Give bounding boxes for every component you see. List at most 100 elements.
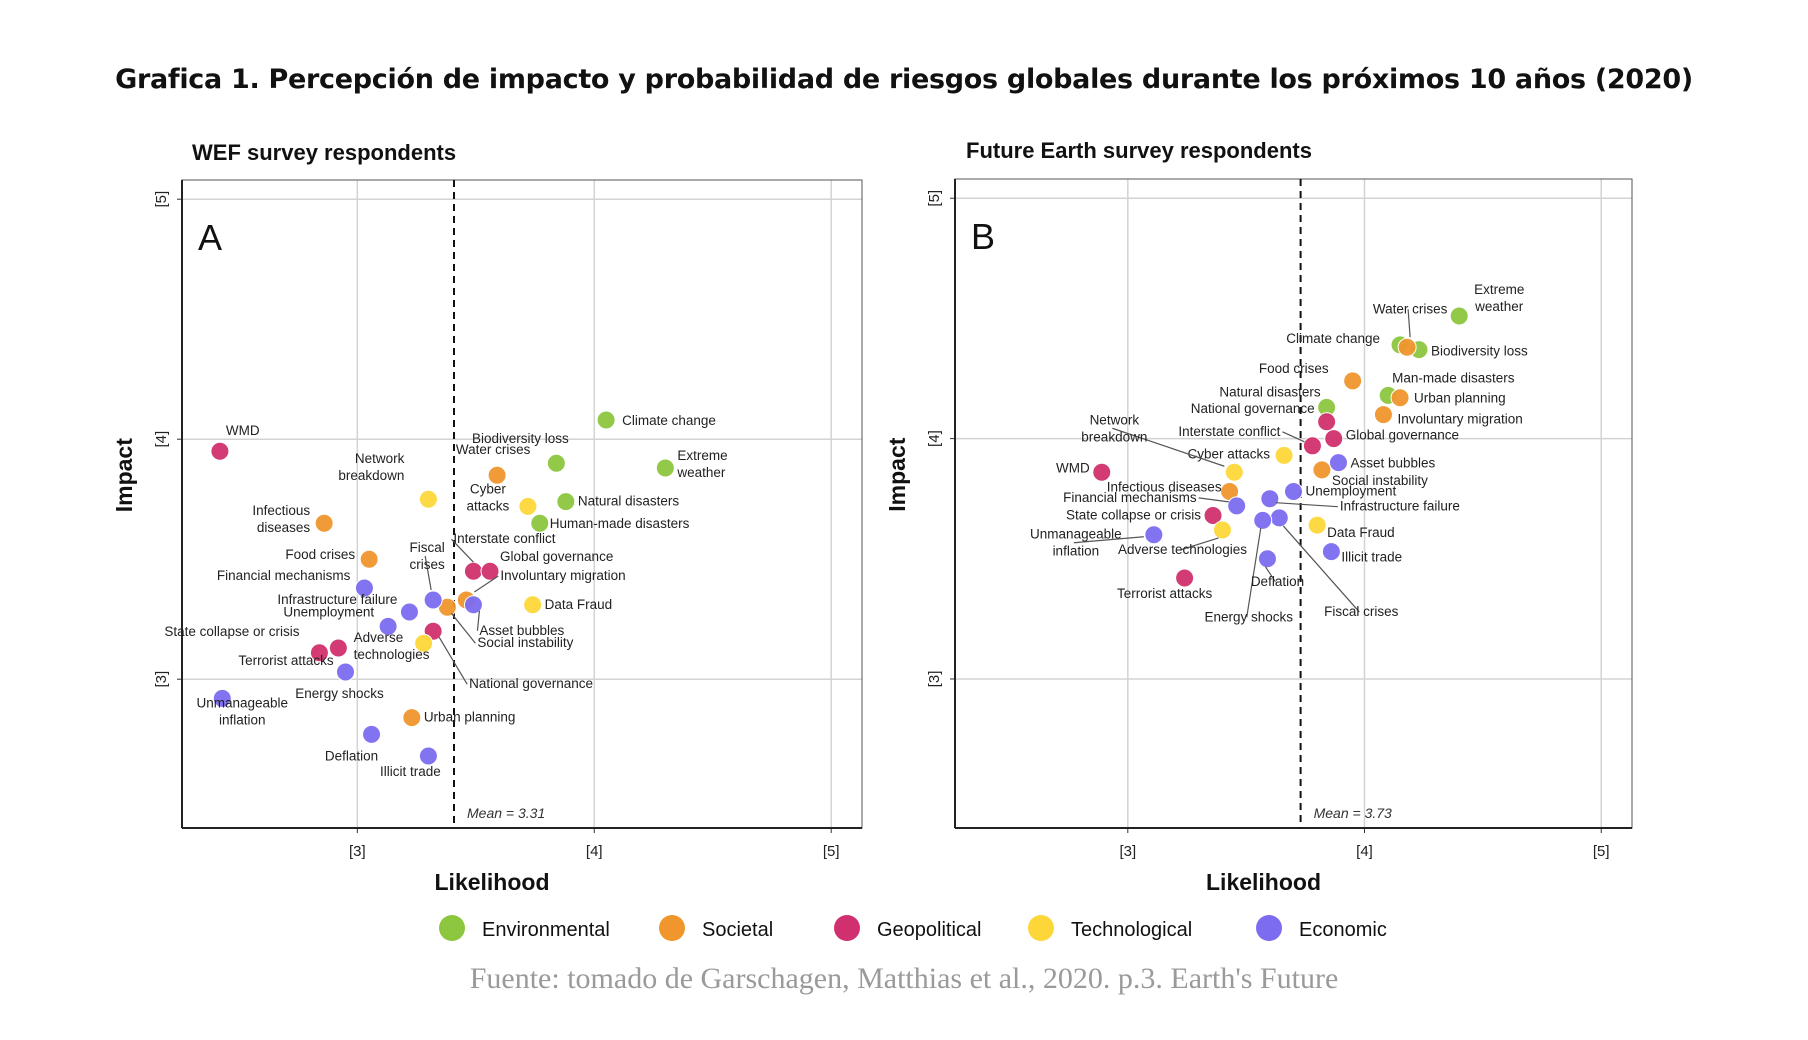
data-labels: Extreme weather Climate change Biodiversity… xyxy=(1030,282,1528,624)
source-note: Fuente: tomado de Garschagen, Matthias e… xyxy=(470,962,1339,995)
point-label: Energy shocks xyxy=(295,686,384,701)
leader-line xyxy=(1407,309,1411,338)
leader-line xyxy=(1246,528,1262,618)
data-point xyxy=(1253,510,1273,530)
data-point xyxy=(1144,525,1164,545)
x-tick-label: [4] xyxy=(586,843,603,860)
leader-line xyxy=(1180,537,1219,551)
point-label: Climate change xyxy=(1286,331,1380,346)
point-label: Biodiversity loss xyxy=(472,431,569,446)
point-label: Financial mechanisms xyxy=(1063,490,1197,505)
point-label-line: Network xyxy=(1090,412,1140,427)
point-label: Illicit trade xyxy=(380,764,441,779)
point-label: Infectious diseases xyxy=(1107,479,1222,494)
data-point xyxy=(359,549,379,569)
point-label: Cyber attacks xyxy=(1188,446,1271,461)
data-point xyxy=(328,638,348,658)
y-tick-label: [3] xyxy=(153,671,170,688)
data-point xyxy=(212,688,232,708)
data-point xyxy=(1317,412,1337,432)
data-point xyxy=(1203,506,1223,526)
point-label: Financial mechanisms xyxy=(217,568,351,583)
point-label: Global governance xyxy=(1346,428,1459,443)
point-label: Biodiversity loss xyxy=(1431,344,1528,359)
legend-item-economic: Economic xyxy=(1256,915,1387,941)
y-tick-label: [4] xyxy=(926,430,943,447)
point-label-line: breakdown xyxy=(338,468,404,483)
point-label: Water crises xyxy=(456,442,531,457)
data-point xyxy=(1307,515,1327,535)
data-point xyxy=(210,441,230,461)
point-label-line: inflation xyxy=(1053,544,1100,559)
point-label: Data Fraud xyxy=(545,597,613,612)
data-point xyxy=(518,496,538,516)
point-label-line: Infectious xyxy=(252,503,310,518)
x-axis-title: Likelihood xyxy=(1206,869,1321,895)
leader-line xyxy=(476,610,481,631)
leader-line xyxy=(1275,502,1338,508)
data-point xyxy=(414,633,434,653)
data-point xyxy=(1373,405,1393,425)
leader-line xyxy=(424,555,432,591)
leader-line xyxy=(1282,431,1305,443)
point-label-line: attacks xyxy=(467,498,510,513)
data-point xyxy=(1257,549,1277,569)
x-tick-label: [5] xyxy=(823,843,840,860)
point-label: Unemployment xyxy=(1306,483,1397,498)
legend-label: Geopolitical xyxy=(877,919,982,941)
point-label-line: Unmanageable xyxy=(1030,527,1122,542)
point-label: Extreme weather xyxy=(1474,282,1524,314)
point-label: Infectious diseases xyxy=(252,503,310,535)
y-axis-title: Impact xyxy=(884,437,910,511)
legend-marker xyxy=(659,915,685,941)
data-point xyxy=(556,492,576,512)
data-point xyxy=(655,458,675,478)
data-point xyxy=(463,595,483,615)
y-tick-label: [5] xyxy=(926,190,943,207)
point-label-line: weather xyxy=(1474,299,1524,314)
point-label: Network breakdown xyxy=(1081,412,1147,444)
data-points xyxy=(1092,306,1469,588)
x-tick-label: [3] xyxy=(349,843,366,860)
x-tick-label: [3] xyxy=(1119,843,1136,860)
data-point xyxy=(1274,445,1294,465)
point-label: Natural disasters xyxy=(578,494,680,509)
point-label: Cyber attacks xyxy=(467,481,510,513)
point-label: Energy shocks xyxy=(1204,609,1293,624)
point-label: Interstate conflict xyxy=(453,531,555,546)
leader-line xyxy=(1264,566,1276,583)
point-label-line: Adverse xyxy=(354,630,404,645)
legend-marker xyxy=(834,915,860,941)
data-point xyxy=(1175,568,1195,588)
panel-letter: B xyxy=(971,216,995,257)
point-label: National governance xyxy=(1191,401,1315,416)
legend-marker xyxy=(439,915,465,941)
point-label: Unmanageable inflation xyxy=(1030,527,1122,559)
legend-item-technological: Technological xyxy=(1028,915,1192,941)
point-label: Deflation xyxy=(1251,574,1304,589)
legend-marker xyxy=(1256,915,1282,941)
point-label: State collapse or crisis xyxy=(164,624,299,639)
data-point xyxy=(418,489,438,509)
point-label: Extreme weather xyxy=(676,448,727,480)
panel-b-future-earth: Future Earth survey respondents [3] [4] [5]… xyxy=(884,138,1633,895)
data-point xyxy=(1397,337,1417,357)
data-point xyxy=(1324,429,1344,449)
point-label-line: weather xyxy=(676,465,726,480)
point-label-line: Cyber xyxy=(470,481,507,496)
point-label: Food crises xyxy=(285,547,355,562)
legend-item-geopolitical: Geopolitical xyxy=(834,915,982,941)
point-label: Water crises xyxy=(1373,301,1448,316)
point-label: Social instability xyxy=(1332,473,1428,488)
point-label: Natural disasters xyxy=(1219,384,1321,399)
leader-line xyxy=(1282,525,1360,613)
panel-a-wef: WEF survey respondents [3] [4] [5] [3] [4] [5]… xyxy=(111,140,863,895)
data-point xyxy=(1260,489,1280,509)
y-tick-label: [5] xyxy=(153,191,170,208)
point-label: Unemployment xyxy=(283,604,374,619)
point-label: Climate change xyxy=(622,413,716,428)
panel-title: Future Earth survey respondents xyxy=(966,138,1312,163)
point-label: Adverse technologies xyxy=(1118,542,1247,557)
point-label-line: Fiscal xyxy=(410,540,445,555)
